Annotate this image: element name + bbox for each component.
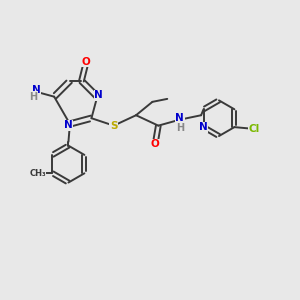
Text: O: O	[151, 140, 160, 149]
Text: N: N	[199, 122, 208, 132]
Text: N: N	[176, 113, 184, 123]
Text: Cl: Cl	[248, 124, 260, 134]
Text: O: O	[82, 57, 90, 67]
Text: H: H	[29, 92, 38, 102]
Text: N: N	[64, 121, 73, 130]
Text: S: S	[110, 121, 118, 130]
Text: N: N	[32, 85, 41, 95]
Text: N: N	[94, 90, 103, 100]
Text: CH₃: CH₃	[29, 169, 46, 178]
Text: H: H	[176, 123, 184, 133]
